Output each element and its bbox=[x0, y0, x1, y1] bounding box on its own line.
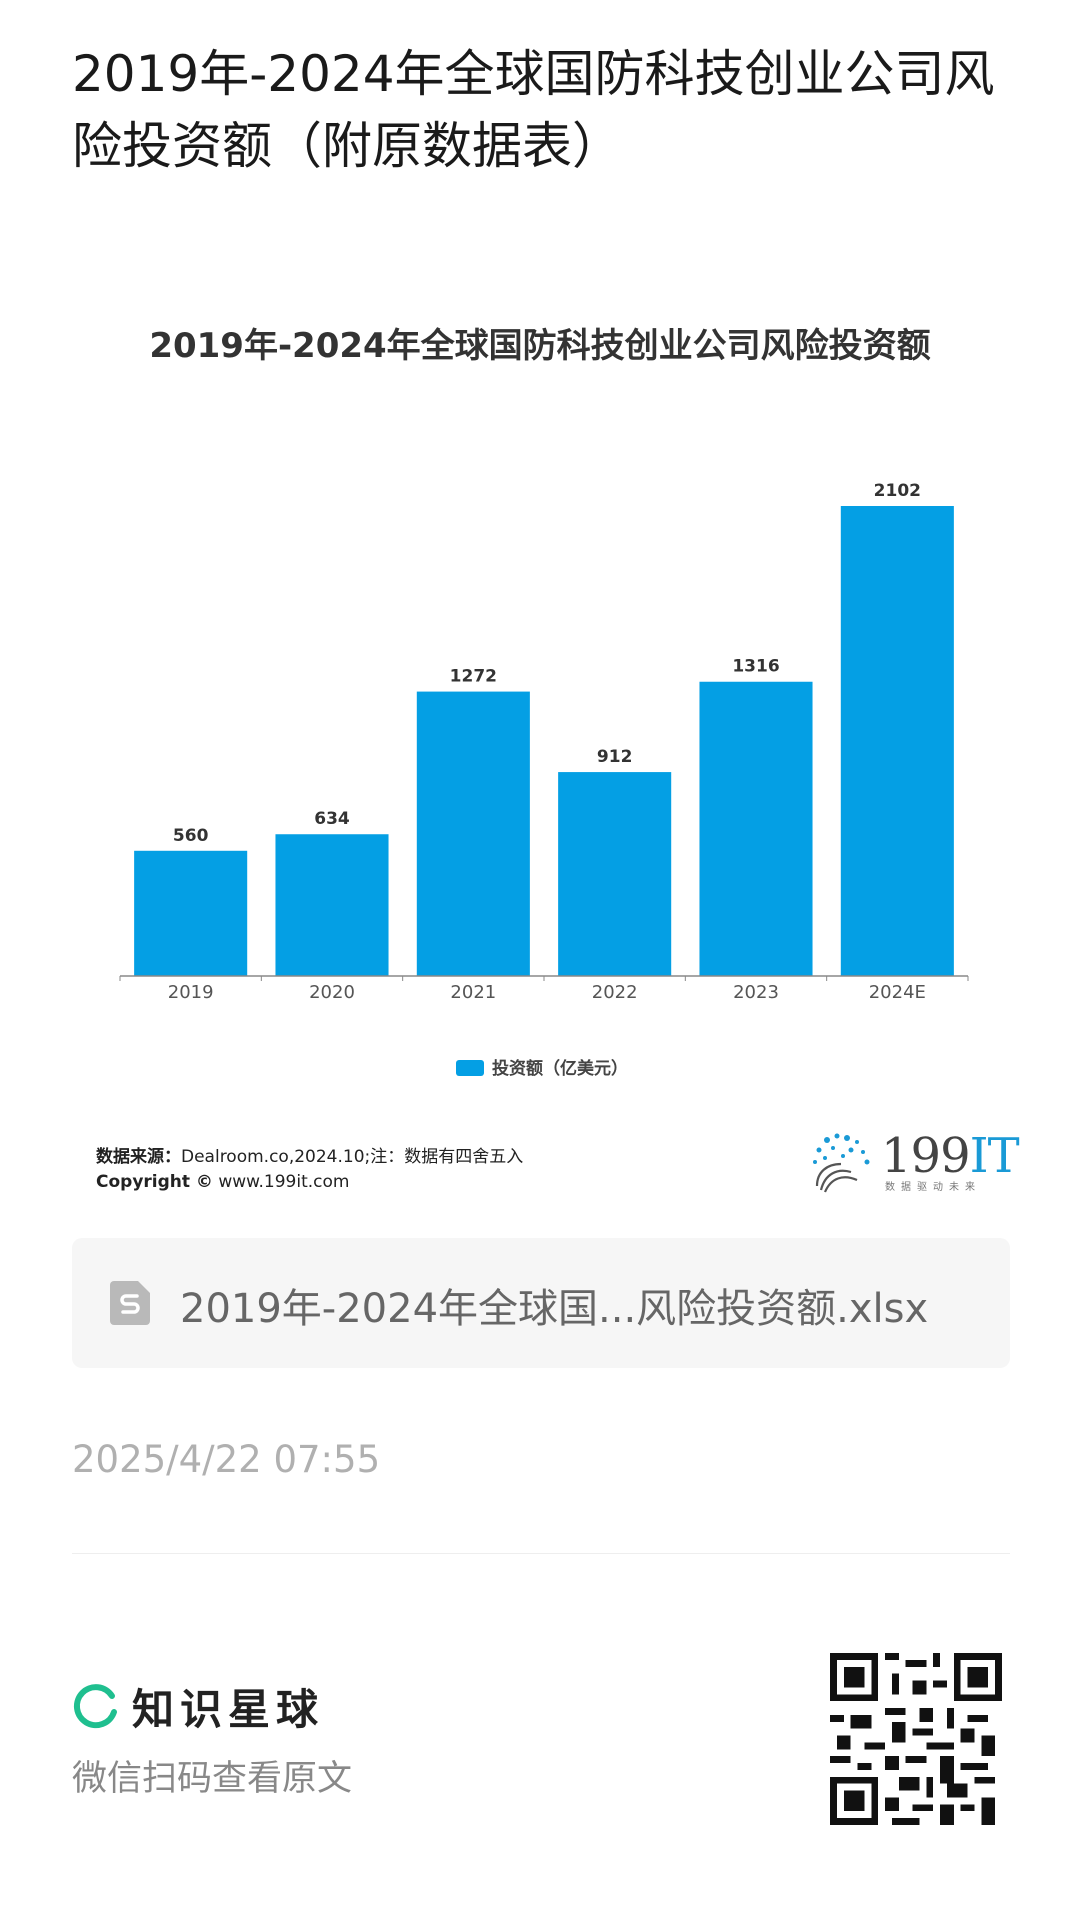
x-tick-label-2020: 2020 bbox=[309, 982, 355, 1003]
bar-chart: 560 2019 634 2020 1272 2021 912 2022 1316 2023 210… bbox=[119, 481, 969, 1079]
brand-name: 知识星球 bbox=[132, 1685, 325, 1734]
bar-2024E bbox=[840, 506, 954, 976]
data-label-2020: 634 bbox=[314, 809, 350, 829]
logo-wordmark: 199IT bbox=[881, 1128, 1020, 1184]
logo-main: 199 bbox=[881, 1128, 971, 1184]
planet-logo-icon bbox=[73, 1684, 117, 1729]
legend-swatch bbox=[456, 1060, 484, 1076]
post-timestamp: 2025/4/22 07:55 bbox=[72, 1438, 381, 1481]
bar-2022 bbox=[558, 772, 672, 976]
source-line: 数据来源：Dealroom.co,2024.10;注：数据有四舍五入 bbox=[96, 1142, 523, 1167]
x-tick-label-2019: 2019 bbox=[168, 982, 214, 1003]
bar-2020 bbox=[275, 834, 389, 976]
attachment-file[interactable]: 2019年-2024年全球国...风险投资额.xlsx bbox=[72, 1238, 1010, 1368]
data-label-2023: 1316 bbox=[732, 657, 779, 677]
copyright-line: Copyright © www.199it.com bbox=[96, 1172, 349, 1192]
spreadsheet-file-icon bbox=[110, 1281, 150, 1325]
source-text: Dealroom.co,2024.10;注：数据有四舍五入 bbox=[181, 1147, 524, 1167]
dandelion-icon bbox=[813, 1133, 870, 1193]
x-tick-label-2021: 2021 bbox=[450, 982, 496, 1003]
x-tick-label-2024E: 2024E bbox=[869, 982, 926, 1003]
source-label: 数据来源： bbox=[96, 1147, 181, 1167]
scan-hint: 微信扫码查看原文 bbox=[72, 1759, 353, 1799]
chart-title: 2019年-2024年全球国防科技创业公司风险投资额 bbox=[149, 326, 931, 366]
logo-accent: IT bbox=[969, 1128, 1020, 1184]
bar-2021 bbox=[416, 691, 530, 976]
x-tick-label-2022: 2022 bbox=[592, 982, 638, 1003]
divider bbox=[72, 1553, 1010, 1554]
chart-card: 560 2019 634 2020 1272 2021 912 2022 1316 2023 210… bbox=[72, 290, 1020, 1230]
legend-label: 投资额（亿美元） bbox=[492, 1058, 628, 1079]
post-title: 2019年-2024年全球国防科技创业公司风险投资额（附原数据表） bbox=[72, 45, 995, 175]
data-label-2022: 912 bbox=[597, 747, 633, 767]
copyright-label: Copyright © bbox=[96, 1172, 213, 1192]
data-label-2019: 560 bbox=[173, 826, 209, 846]
data-label-2024E: 2102 bbox=[874, 481, 921, 501]
bar-2023 bbox=[699, 681, 813, 976]
x-tick-label-2023: 2023 bbox=[733, 982, 779, 1003]
logo-tagline: 数据驱动未来 bbox=[885, 1182, 981, 1193]
data-label-2021: 1272 bbox=[450, 667, 497, 687]
attachment-filename: 2019年-2024年全球国...风险投资额.xlsx bbox=[180, 1286, 929, 1332]
qr-code[interactable] bbox=[830, 1653, 1002, 1825]
bar-2019 bbox=[134, 850, 248, 976]
copyright-url: www.199it.com bbox=[218, 1172, 350, 1192]
199it-logo: 199IT 数据驱动未来 bbox=[807, 1128, 1020, 1198]
